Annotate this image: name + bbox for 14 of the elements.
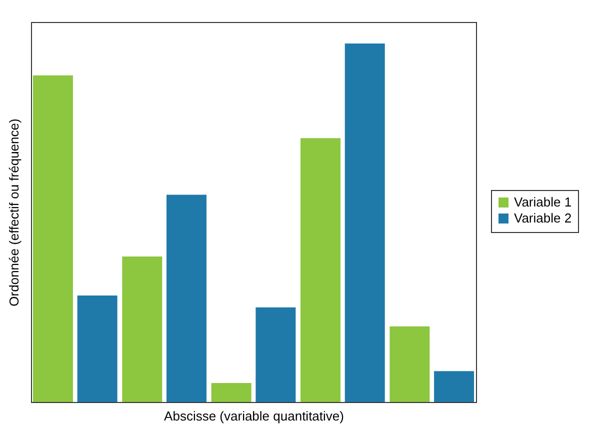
legend-label: Variable 2 — [514, 210, 572, 226]
bar — [122, 256, 162, 402]
x-axis-title: Abscisse (variable quantitative) — [164, 408, 344, 424]
bar — [434, 371, 474, 402]
bar — [390, 326, 430, 402]
y-axis-title: Ordonnée (effectif ou fréquence) — [6, 118, 22, 306]
bar — [256, 307, 296, 402]
bar — [211, 383, 252, 402]
legend-label: Variable 1 — [514, 194, 572, 210]
bar — [77, 296, 118, 402]
bar — [300, 138, 340, 402]
bar — [166, 194, 206, 402]
bar — [344, 44, 385, 402]
bar — [32, 75, 73, 402]
